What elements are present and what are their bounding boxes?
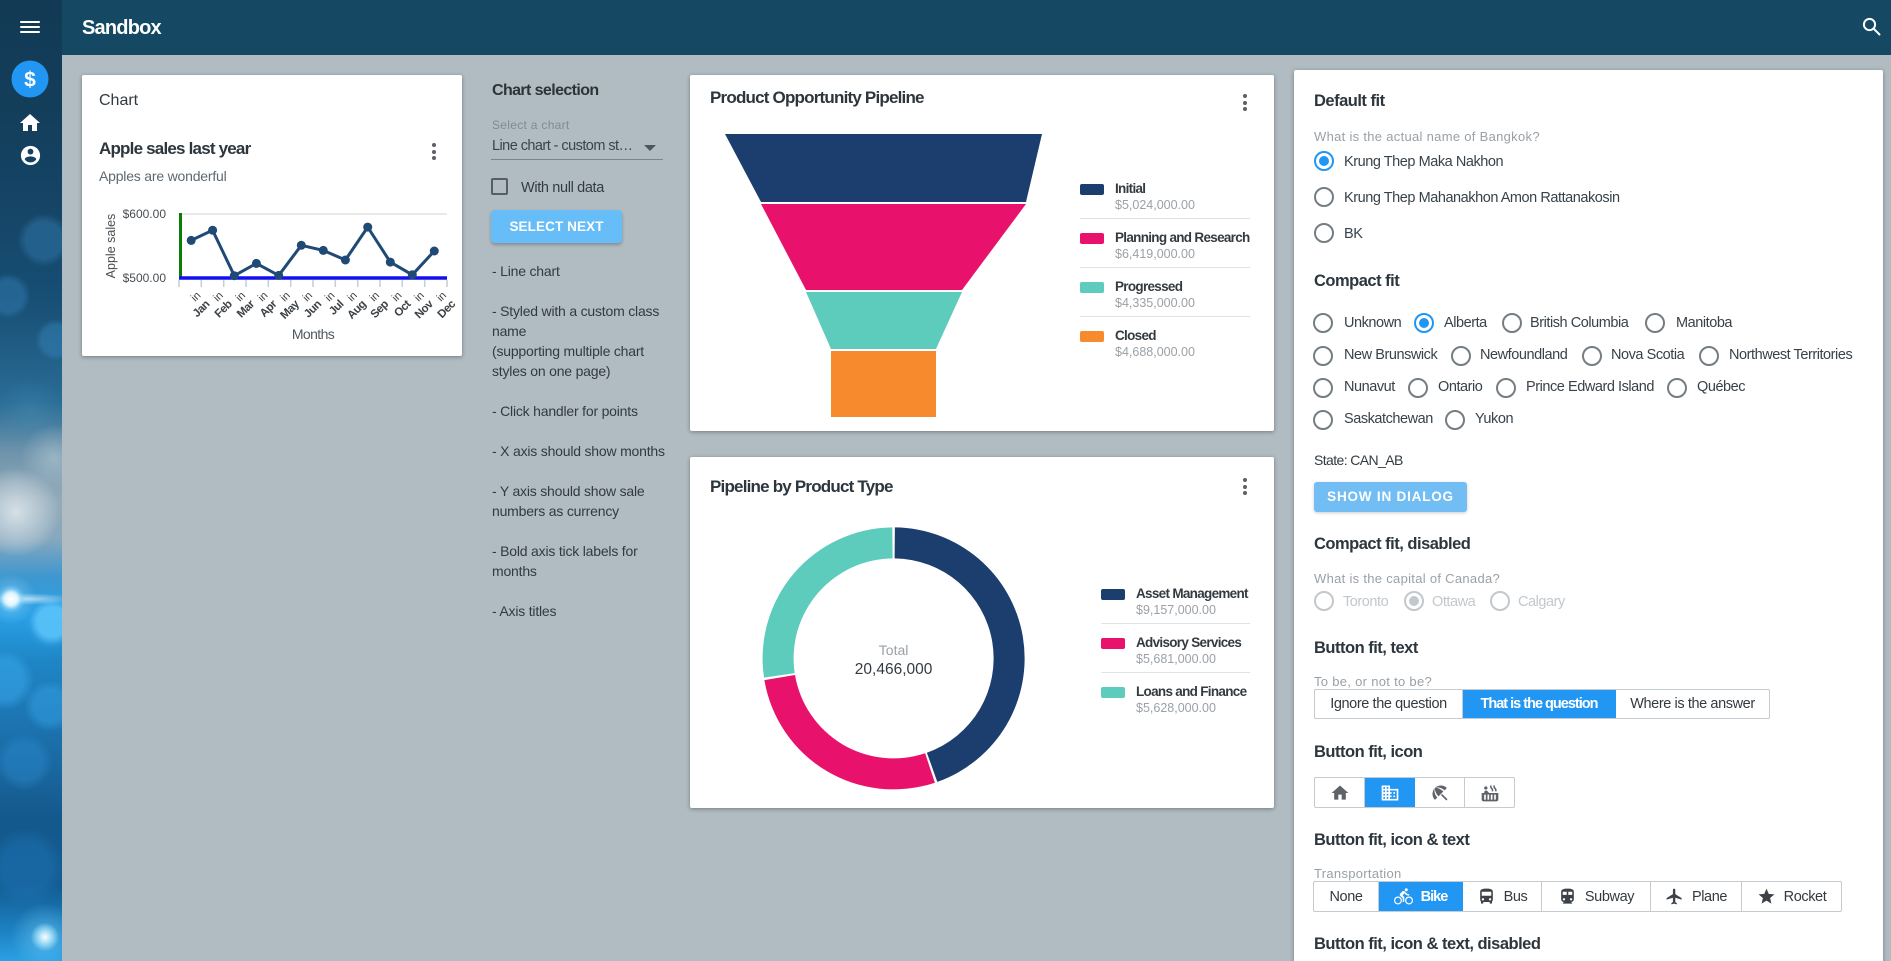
svg-text:Total: Total bbox=[879, 642, 909, 658]
svg-text:$500.00: $500.00 bbox=[123, 271, 167, 285]
svg-text:$: $ bbox=[24, 69, 36, 92]
svg-text:Months: Months bbox=[292, 326, 335, 342]
svg-text:inJan: inJan bbox=[182, 289, 213, 320]
svg-text:inJul: inJul bbox=[318, 289, 346, 317]
svg-text:Apple sales: Apple sales bbox=[104, 214, 118, 279]
svg-text:$600.00: $600.00 bbox=[123, 207, 167, 221]
svg-text:20,466,000: 20,466,000 bbox=[855, 661, 933, 678]
